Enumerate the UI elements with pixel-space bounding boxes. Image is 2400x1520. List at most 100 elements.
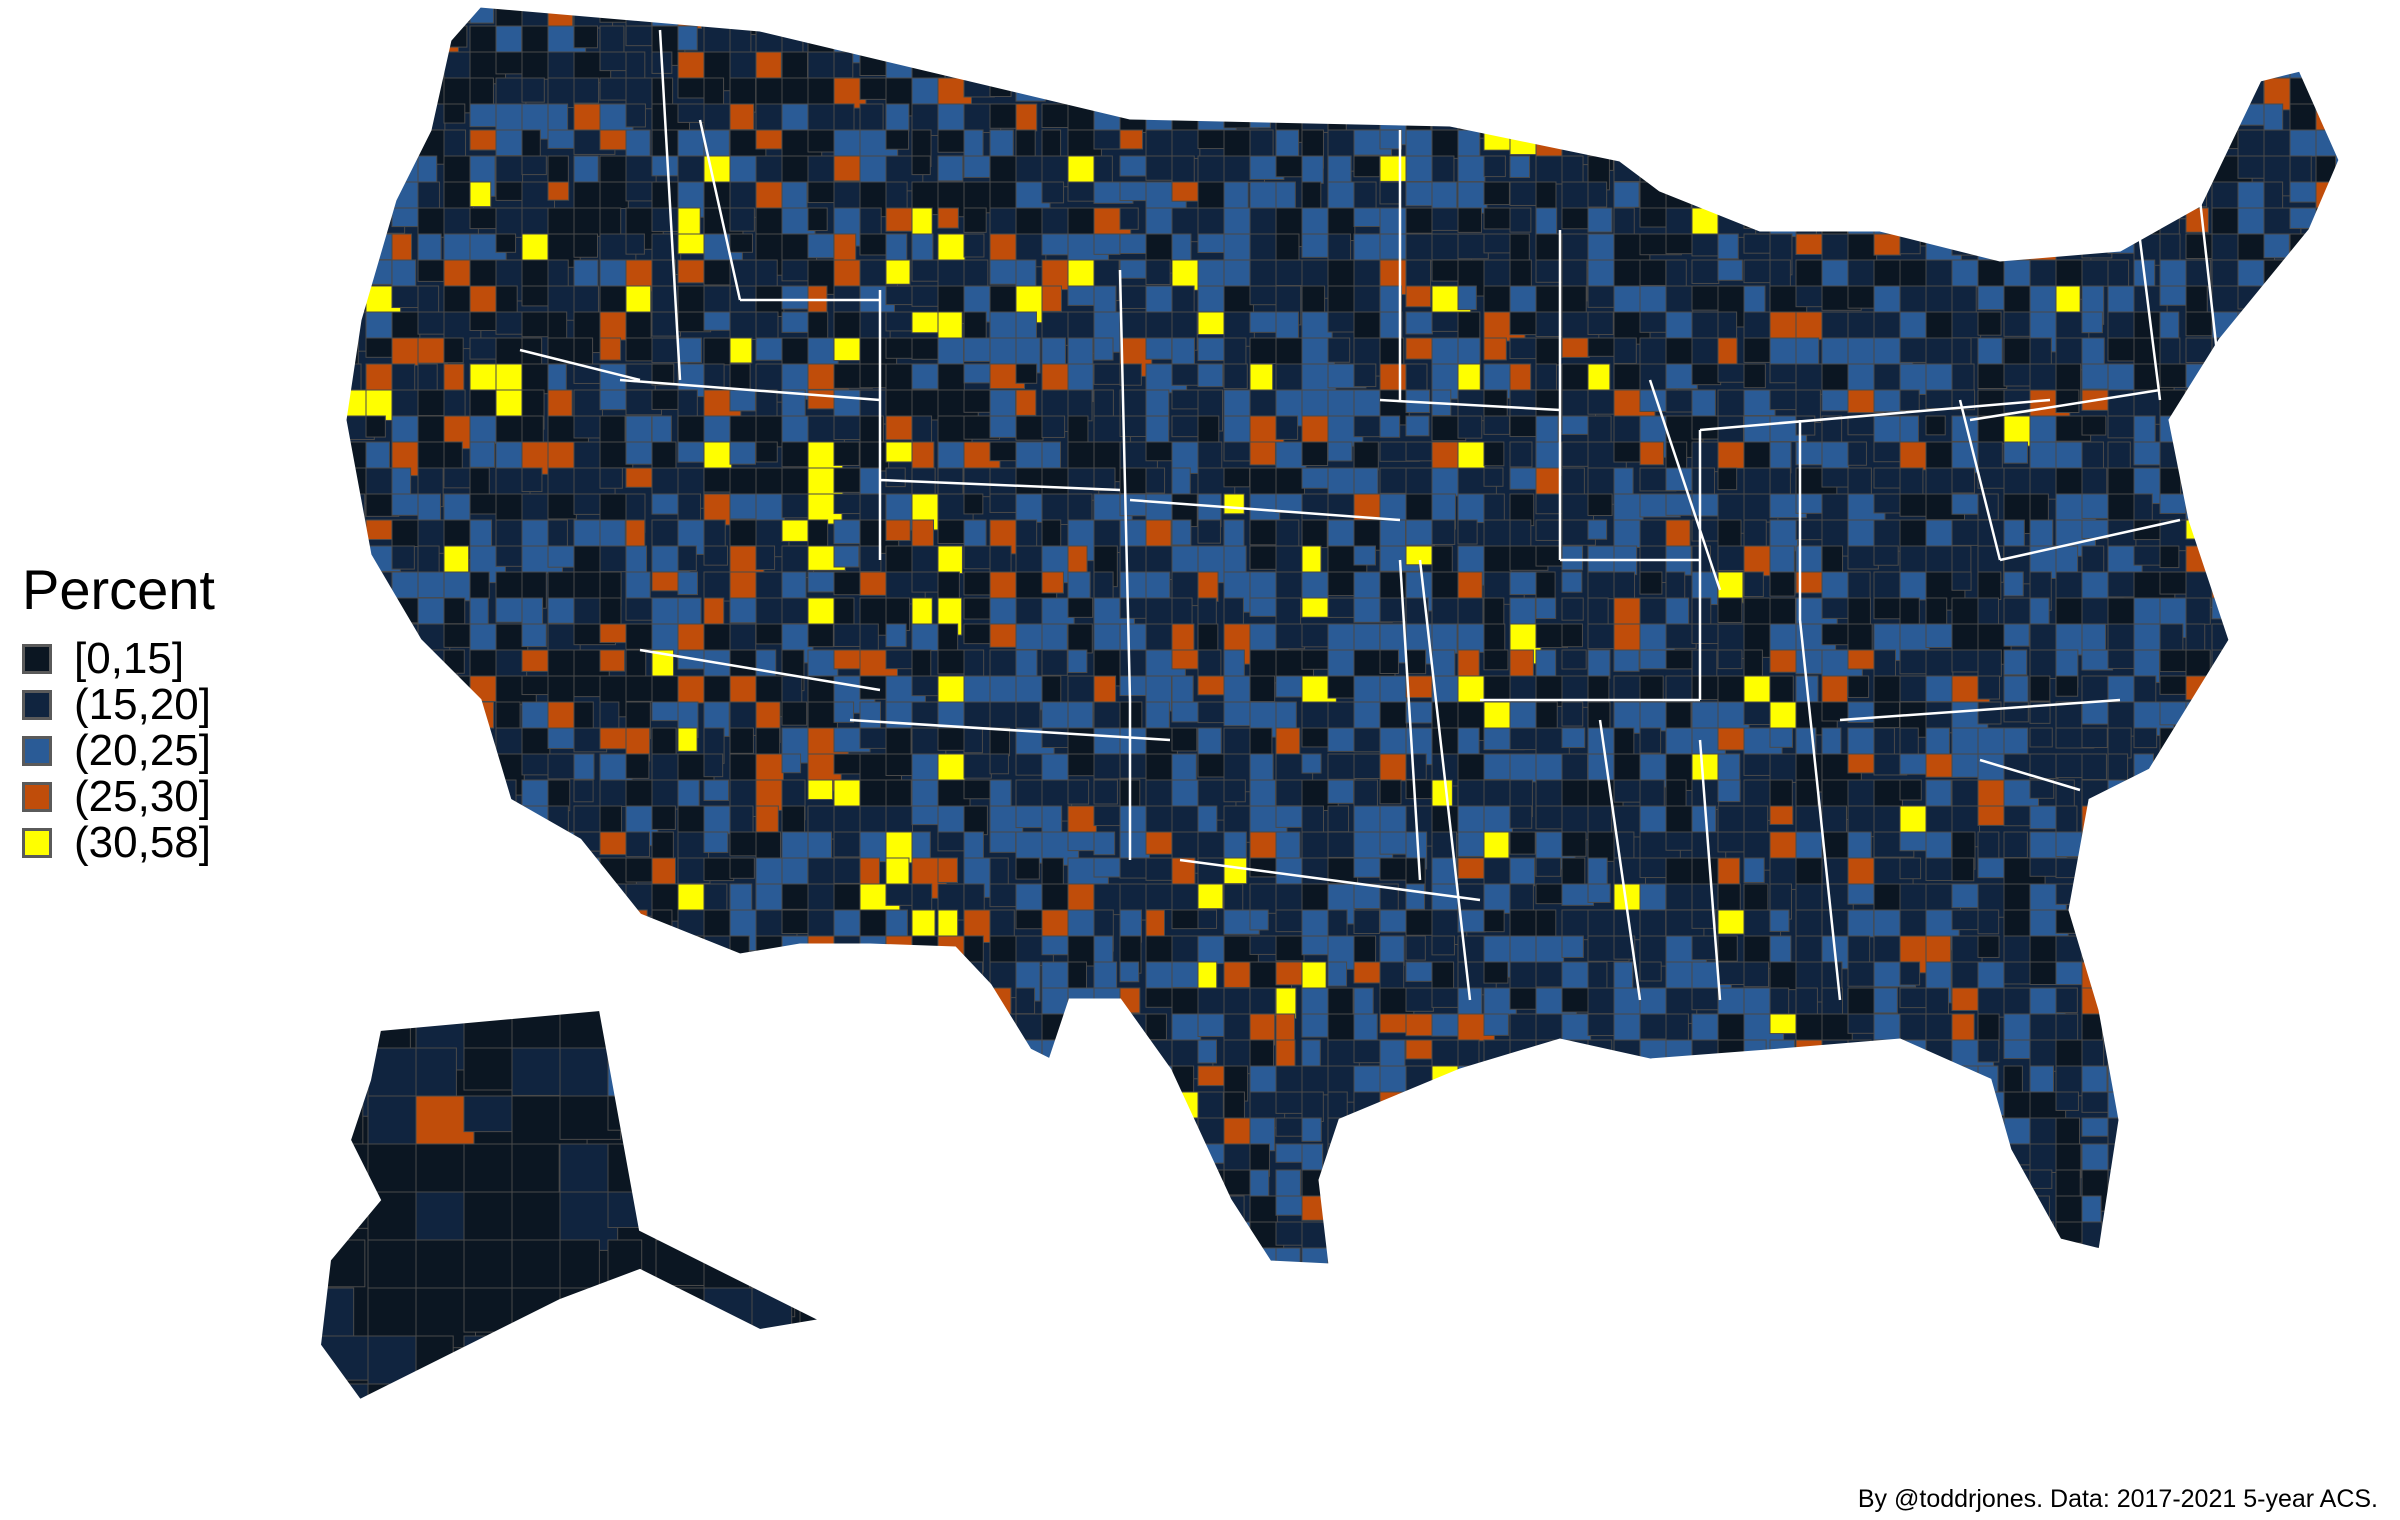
county-cell (2315, 675, 2340, 697)
county-cell (1379, 1143, 1406, 1164)
county-cell (1275, 545, 1306, 575)
county-cell (1327, 779, 1355, 804)
county-cell (2107, 207, 2133, 236)
county-cell (1119, 51, 1143, 75)
county-cell (1769, 103, 1791, 133)
county-cell (469, 831, 500, 855)
county-cell (573, 857, 601, 893)
county-cell (1431, 623, 1458, 654)
county-cell (547, 311, 568, 341)
county-cell (703, 1143, 758, 1204)
county-cell (2159, 909, 2188, 935)
county-cell (1847, 1065, 1873, 1101)
county-cell (859, 1221, 890, 1251)
county-cell (1301, 77, 1331, 110)
county-cell (937, 727, 968, 751)
county-cell (833, 1247, 870, 1265)
county-cell (391, 51, 425, 77)
legend-label: [0,15] (74, 634, 185, 683)
county-cell (859, 1091, 901, 1128)
county-cell (2055, 1091, 2079, 1111)
county-cell (365, 701, 397, 731)
county-cell (1977, 129, 2006, 159)
county-cell (345, 1013, 379, 1052)
county-cell (833, 155, 863, 182)
county-cell (2029, 51, 2067, 84)
county-cell (729, 857, 755, 879)
county-cell (937, 1143, 972, 1186)
county-cell (2342, 988, 2361, 1023)
county-cell (1457, 1195, 1487, 1230)
county-cell (833, 623, 863, 647)
county-cell (755, 1247, 775, 1265)
county-cell (443, 831, 475, 859)
county-cell (495, 233, 517, 253)
legend-item-30-58: (30,58] (22, 820, 215, 866)
county-cell (2081, 181, 2118, 216)
county-cell (573, 77, 600, 104)
county-cell (391, 649, 422, 687)
county-cell (2237, 649, 2278, 672)
county-cell (1743, 77, 1764, 115)
county-cell (885, 25, 927, 55)
county-cell (807, 207, 828, 232)
county-cell (1145, 259, 1171, 285)
county-cell (1587, 1039, 1613, 1073)
county-cell (1769, 6, 1806, 36)
county-cell (2315, 1169, 2340, 1199)
county-cell (2263, 909, 2291, 950)
county-cell (2185, 77, 2209, 110)
county-cell (607, 1047, 685, 1102)
county-cell (2003, 129, 2047, 153)
county-cell (2133, 935, 2170, 976)
county-cell (2237, 1065, 2271, 1103)
legend-swatch (22, 644, 52, 674)
county-cell (703, 779, 729, 801)
legend-swatch (22, 690, 52, 720)
county-cell (1301, 727, 1330, 748)
county-cell (755, 545, 776, 571)
county-cell (1223, 51, 1253, 81)
county-cell (2211, 389, 2251, 431)
county-cell (807, 961, 838, 993)
county-cell (367, 1383, 415, 1400)
county-cell (443, 753, 480, 785)
county-cell (521, 77, 545, 103)
county-cell (2237, 623, 2264, 666)
county-cell (1509, 25, 1536, 65)
county-cell (1327, 337, 1351, 363)
county-cell (2342, 312, 2378, 341)
county-cell (651, 181, 680, 210)
county-cell (1405, 1091, 1441, 1129)
county-cell (1925, 1247, 1950, 1265)
county-cell (1483, 1013, 1509, 1036)
county-cell (365, 25, 403, 46)
county-cell (443, 909, 478, 938)
county-cell (1145, 831, 1177, 855)
county-cell (729, 987, 766, 1019)
county-cell (2055, 25, 2098, 57)
county-cell (1743, 1039, 1767, 1075)
county-cell (2289, 909, 2321, 951)
county-cell (1015, 1091, 1041, 1121)
county-cell (1743, 6, 1766, 22)
region-hawaii (820, 1140, 1190, 1400)
source-caption: By @toddrjones. Data: 2017-2021 5-year A… (1857, 1485, 2378, 1513)
county-cell (1509, 155, 1531, 178)
county-cell (1873, 6, 1899, 33)
county-cell (2211, 805, 2235, 832)
county-cell (1587, 597, 1609, 629)
county-cell (2107, 1169, 2142, 1209)
county-cell (1145, 51, 1173, 92)
county-cell (2342, 520, 2372, 550)
county-cell (1353, 363, 1377, 388)
county-cell (1483, 1169, 1509, 1194)
county-cell (1483, 1065, 1508, 1087)
county-cell (2081, 259, 2110, 287)
county-cell (885, 1039, 907, 1067)
county-cell (1899, 1247, 1936, 1265)
county-cell (963, 1195, 1003, 1227)
county-cell (2107, 883, 2129, 913)
county-cell (1717, 207, 1757, 238)
county-cell (417, 727, 440, 756)
